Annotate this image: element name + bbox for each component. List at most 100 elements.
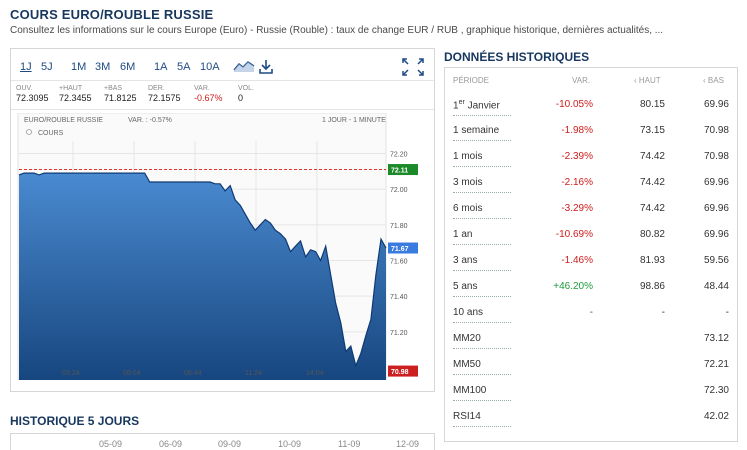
row-period-label[interactable]: MM100 xyxy=(453,385,511,401)
historical-row: RSI14 42.02 xyxy=(445,407,737,433)
reference-price-tag xyxy=(388,164,418,176)
stat-label: DER. xyxy=(148,85,165,92)
x-tick-label: 06:04 xyxy=(123,370,141,377)
y-tick-label: 72.20 xyxy=(390,151,408,158)
row-label-rest: Janvier xyxy=(464,100,500,112)
price-line xyxy=(18,172,387,368)
chart-interval-label: 1 JOUR - 1 MINUTE xyxy=(322,117,386,124)
stats-row: OUV. 72.3095 +HAUT 72.3455 +BAS 71.8125 … xyxy=(11,82,434,110)
row-period-label[interactable]: 3 ans xyxy=(453,255,511,271)
fullscreen-icon[interactable] xyxy=(402,58,424,81)
last-price-tag-label: 71.67 xyxy=(391,246,409,253)
row-high: 80.82 xyxy=(639,229,665,240)
stat-value: 72.1575 xyxy=(148,93,181,103)
hist5-title: HISTORIQUE 5 JOURS xyxy=(10,414,140,428)
historical-row: 1 an -10.69% 80.82 69.96 xyxy=(445,225,737,251)
row-var: -10.05% xyxy=(555,99,593,110)
historical-row: 6 mois -3.29% 74.42 69.96 xyxy=(445,199,737,225)
stat-label: VOL. xyxy=(238,85,254,92)
period-10a-button[interactable]: 10A xyxy=(200,61,220,73)
period-1a-button[interactable]: 1A xyxy=(154,61,168,73)
historical-row: 1 semaine -1.98% 73.15 70.98 xyxy=(445,121,737,147)
row-period-label[interactable]: MM20 xyxy=(453,333,511,349)
stat-value: 71.8125 xyxy=(104,93,137,103)
row-label-sup: er xyxy=(458,99,465,106)
header-high-label: HAUT xyxy=(638,76,661,85)
header-var[interactable]: VAR. xyxy=(572,76,591,85)
header-low[interactable]: ‹ BAS xyxy=(703,76,724,85)
row-high: 80.15 xyxy=(639,99,665,110)
row-var: +46.20% xyxy=(553,281,593,292)
price-chart[interactable]: EURO/ROUBLE RUSSIE VAR. : -0.57% 1 JOUR … xyxy=(16,113,428,380)
row-var: -2.39% xyxy=(561,151,593,162)
row-period-label[interactable]: MM50 xyxy=(453,359,511,375)
stat-high: +HAUT 72.3455 xyxy=(59,85,92,103)
stat-low: +BAS 71.8125 xyxy=(104,85,137,103)
row-low: 70.98 xyxy=(703,151,729,162)
row-period-label[interactable]: 1 mois xyxy=(453,151,511,167)
x-tick-label: 08:44 xyxy=(184,370,202,377)
row-low: 69.96 xyxy=(703,99,729,110)
row-low: 72.30 xyxy=(703,385,729,396)
historical-row: MM100 72.30 xyxy=(445,381,737,407)
y-tick-label: 71.80 xyxy=(390,223,408,230)
period-3m-button[interactable]: 3M xyxy=(95,61,111,73)
row-period-label[interactable]: 10 ans xyxy=(453,307,511,323)
stat-value: 72.3455 xyxy=(59,93,92,103)
row-var: -10.69% xyxy=(555,229,593,240)
historical-row: 1er Janvier -10.05% 80.15 69.96 xyxy=(445,95,737,121)
stat-open: OUV. 72.3095 xyxy=(16,85,49,103)
row-var: -1.98% xyxy=(561,125,593,136)
stat-value: 72.3095 xyxy=(16,93,49,103)
period-5j-button[interactable]: 5J xyxy=(41,61,53,73)
download-icon[interactable] xyxy=(259,59,273,79)
row-period-label[interactable]: 1 an xyxy=(453,229,511,245)
row-low: - xyxy=(725,307,729,318)
stat-last: DER. 72.1575 xyxy=(148,85,181,103)
period-1j-button[interactable]: 1J xyxy=(20,61,32,73)
y-tick-label: 71.60 xyxy=(390,259,408,266)
page-subtitle: Consultez les informations sur le cours … xyxy=(10,25,664,36)
row-period-label[interactable]: 1 semaine xyxy=(453,125,511,141)
row-period-label[interactable]: 6 mois xyxy=(453,203,511,219)
row-low: 72.21 xyxy=(703,359,729,370)
historical-table-header: PÉRIODE VAR. ‹ HAUT ‹ BAS xyxy=(445,68,737,90)
y-tick-label: 71.20 xyxy=(390,330,408,337)
y-tick-label: 72.00 xyxy=(390,187,408,194)
row-high: 98.86 xyxy=(639,281,665,292)
historical-row: 10 ans - - - xyxy=(445,303,737,329)
hist5-date: 12-09 xyxy=(396,439,420,449)
hist5-date: 10-09 xyxy=(278,439,302,449)
row-high: 74.42 xyxy=(639,203,665,214)
period-6m-button[interactable]: 6M xyxy=(120,61,136,73)
stat-label: +HAUT xyxy=(59,85,83,92)
row-low: 69.96 xyxy=(703,203,729,214)
period-5a-button[interactable]: 5A xyxy=(177,61,191,73)
header-high[interactable]: ‹ HAUT xyxy=(634,76,661,85)
price-chart-svg: EURO/ROUBLE RUSSIE VAR. : -0.57% 1 JOUR … xyxy=(17,113,418,380)
row-period-label[interactable]: 1er Janvier xyxy=(453,99,511,117)
hist5-date: 06-09 xyxy=(159,439,183,449)
row-low: 42.02 xyxy=(703,411,729,422)
x-tick-label: 14:04 xyxy=(306,370,324,377)
row-high: 73.15 xyxy=(639,125,665,136)
header-low-label: BAS xyxy=(707,76,724,85)
legend-marker-icon xyxy=(26,129,32,135)
stat-value: -0.67% xyxy=(194,93,223,103)
row-period-label[interactable]: 5 ans xyxy=(453,281,511,297)
chart-toolbar: 1J 5J 1M 3M 6M 1A 5A 10A xyxy=(11,49,434,81)
row-high: 81.93 xyxy=(639,255,665,266)
chart-type-icon[interactable] xyxy=(233,59,255,78)
period-1m-button[interactable]: 1M xyxy=(71,61,87,73)
low-price-tag-label: 70.98 xyxy=(391,369,409,376)
historical-row: MM20 73.12 xyxy=(445,329,737,355)
row-period-label[interactable]: 3 mois xyxy=(453,177,511,193)
price-area xyxy=(19,173,386,380)
row-var: -2.16% xyxy=(561,177,593,188)
row-period-label[interactable]: RSI14 xyxy=(453,411,511,427)
row-high: - xyxy=(661,307,665,318)
hist5-date: 11-09 xyxy=(338,439,361,449)
row-high: 74.42 xyxy=(639,151,665,162)
row-low: 69.96 xyxy=(703,229,729,240)
row-var: -1.46% xyxy=(561,255,593,266)
